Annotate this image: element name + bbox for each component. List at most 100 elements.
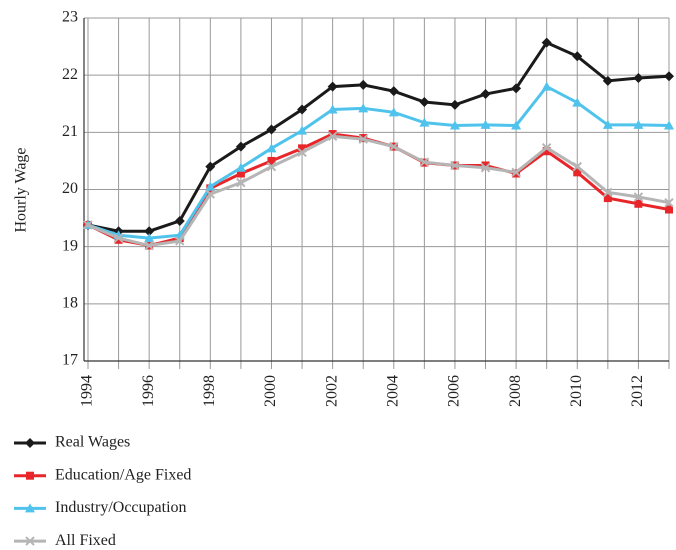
series [83, 81, 674, 243]
y-tick-label: 20 [62, 180, 78, 197]
y-tick-label: 21 [62, 123, 78, 140]
marker [665, 205, 673, 214]
marker [634, 199, 643, 208]
marker [83, 220, 93, 230]
marker [419, 157, 430, 167]
marker [541, 143, 552, 153]
marker [602, 119, 613, 129]
legend-item: All Fixed [14, 532, 116, 549]
marker [388, 107, 399, 117]
legend-item: Industry/Occupation [14, 499, 187, 516]
marker [511, 120, 522, 130]
x-tick-label: 2012 [629, 375, 646, 407]
x-tick-label: 2008 [507, 375, 524, 407]
marker [481, 161, 490, 170]
marker [25, 536, 35, 546]
marker [26, 471, 34, 480]
marker [541, 37, 552, 48]
marker [266, 124, 277, 135]
marker [449, 120, 460, 130]
line [87, 84, 670, 240]
marker [236, 177, 246, 188]
marker [449, 99, 460, 110]
marker [633, 119, 644, 129]
marker [235, 162, 246, 172]
marker [358, 134, 368, 144]
marker [541, 81, 552, 91]
marker [298, 144, 307, 153]
y-tick-label: 22 [62, 66, 78, 83]
marker [266, 161, 277, 172]
x-tick-label: 2004 [384, 375, 401, 407]
x-tick-label: 2002 [323, 375, 340, 407]
marker [327, 104, 338, 114]
marker [113, 233, 124, 243]
marker [328, 130, 337, 139]
y-tick-label: 23 [62, 9, 78, 26]
y-tick-label: 19 [62, 237, 78, 254]
marker [114, 235, 123, 244]
marker [358, 79, 369, 90]
marker [144, 226, 155, 237]
y-tick-label: 17 [62, 352, 78, 369]
marker [633, 192, 644, 202]
marker [572, 51, 583, 62]
x-tick-label: 2006 [446, 375, 463, 407]
marker [297, 125, 308, 135]
marker [633, 73, 644, 84]
marker [25, 438, 35, 448]
marker [266, 143, 277, 153]
marker [511, 167, 521, 178]
marker [175, 236, 185, 246]
x-tick-label: 1998 [201, 375, 218, 407]
marker [603, 187, 613, 198]
marker [236, 169, 245, 178]
marker [480, 119, 491, 129]
x-tick-label: 1996 [140, 375, 157, 407]
marker [358, 103, 369, 113]
marker [144, 233, 155, 243]
marker [602, 75, 613, 86]
marker [297, 104, 308, 115]
marker [267, 156, 276, 165]
marker [389, 141, 399, 152]
marker [603, 194, 612, 203]
line [87, 40, 670, 233]
y-tick-label: 18 [62, 295, 78, 312]
marker [664, 197, 674, 208]
legend-label: Real Wages [55, 434, 130, 451]
legend-label: All Fixed [55, 532, 116, 549]
marker [205, 189, 216, 199]
series [83, 37, 674, 237]
legend-item: Education/Age Fixed [14, 466, 191, 483]
marker [205, 181, 216, 191]
marker [327, 81, 338, 92]
marker [573, 168, 582, 177]
marker [542, 147, 551, 156]
marker [419, 97, 430, 108]
legend-label: Education/Age Fixed [55, 466, 191, 483]
marker [511, 83, 522, 94]
marker [572, 97, 583, 107]
marker [174, 215, 185, 226]
x-tick-label: 2000 [262, 375, 279, 407]
y-axis-label: Hourly Wage [13, 147, 30, 232]
marker [327, 131, 338, 142]
x-tick-label: 1994 [79, 375, 96, 407]
marker [205, 161, 216, 172]
marker [572, 161, 582, 172]
line [87, 134, 670, 248]
marker [388, 86, 399, 97]
marker [450, 160, 460, 171]
marker [419, 117, 430, 127]
marker [664, 120, 674, 130]
marker [25, 503, 35, 513]
marker [144, 240, 154, 251]
series [83, 131, 674, 251]
marker [480, 89, 491, 100]
marker [480, 163, 491, 173]
marker [235, 141, 246, 152]
x-tick-label: 2010 [568, 375, 585, 407]
legend-item: Real Wages [14, 434, 130, 451]
